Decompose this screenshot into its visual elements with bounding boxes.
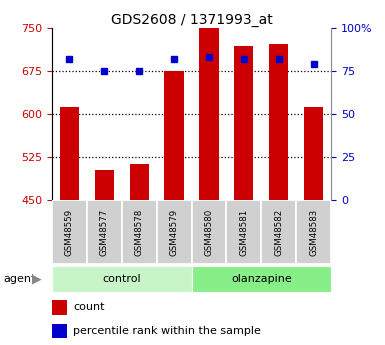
Bar xyxy=(130,164,149,200)
Bar xyxy=(192,200,226,264)
Bar xyxy=(304,107,323,200)
Bar xyxy=(60,107,79,200)
Text: ▶: ▶ xyxy=(32,272,41,285)
Text: control: control xyxy=(102,274,141,284)
Bar xyxy=(269,44,288,200)
Bar xyxy=(95,170,114,200)
Bar xyxy=(52,324,67,338)
Bar xyxy=(234,46,253,200)
Text: GSM48577: GSM48577 xyxy=(100,208,109,256)
Bar xyxy=(192,266,331,292)
Bar xyxy=(52,200,87,264)
Text: percentile rank within the sample: percentile rank within the sample xyxy=(73,326,261,336)
Text: GSM48583: GSM48583 xyxy=(309,208,318,256)
Title: GDS2608 / 1371993_at: GDS2608 / 1371993_at xyxy=(110,12,273,27)
Bar xyxy=(122,200,157,264)
Text: GSM48580: GSM48580 xyxy=(204,208,214,256)
Text: GSM48579: GSM48579 xyxy=(169,208,179,256)
Text: agent: agent xyxy=(4,274,36,284)
Bar xyxy=(52,266,192,292)
Text: GSM48559: GSM48559 xyxy=(65,208,74,256)
Text: GSM48582: GSM48582 xyxy=(274,208,283,256)
Bar xyxy=(199,28,219,200)
Bar xyxy=(52,300,67,315)
Bar xyxy=(226,200,261,264)
Text: olanzapine: olanzapine xyxy=(231,274,292,284)
Bar xyxy=(87,200,122,264)
Bar xyxy=(164,71,184,200)
Bar xyxy=(296,200,331,264)
Bar xyxy=(261,200,296,264)
Text: count: count xyxy=(73,303,104,313)
Text: GSM48578: GSM48578 xyxy=(135,208,144,256)
Text: GSM48581: GSM48581 xyxy=(239,208,248,256)
Bar xyxy=(157,200,192,264)
